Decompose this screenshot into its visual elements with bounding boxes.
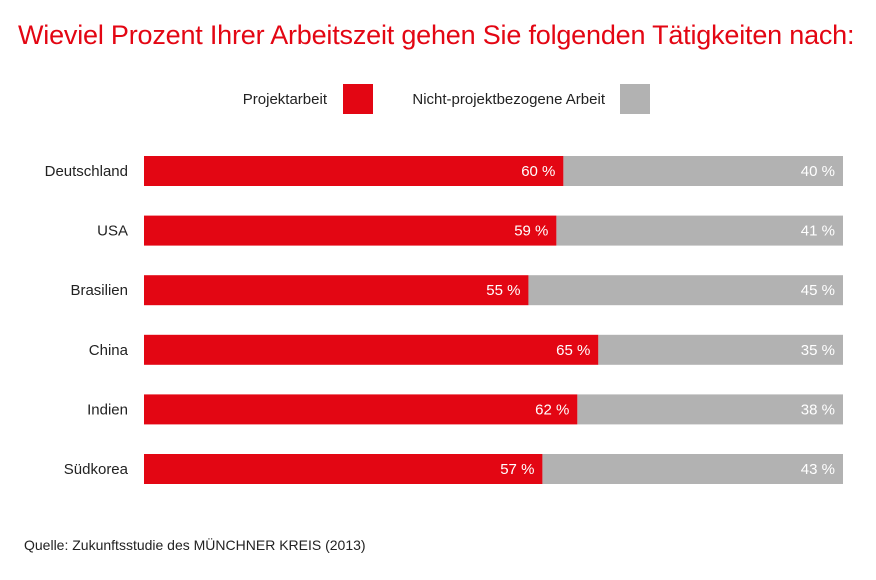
source-note: Quelle: Zukunftsstudie des MÜNCHNER KREI…: [24, 537, 366, 553]
data-label-brasilien-series-1: 55 %: [486, 282, 520, 299]
bar-segment-china-series-2: [598, 334, 843, 365]
data-label-deutschland-series-1: 60 %: [521, 163, 555, 180]
category-label-china: China: [89, 342, 129, 359]
data-label-indien-series-2: 38 %: [801, 401, 835, 418]
data-label-südkorea-series-1: 57 %: [500, 461, 534, 478]
category-label-indien: Indien: [87, 401, 128, 418]
stacked-bar-chart: Deutschland 60 % 40 % USA 59 % 41 % Brasilien 5…: [45, 156, 843, 484]
data-label-indien-series-1: 62 %: [535, 401, 569, 418]
legend-label-nicht-projektbezogene-arbeit: Nicht-projektbezogene Arbeit: [412, 91, 605, 108]
legend-label-projektarbeit: Projektarbeit: [242, 91, 327, 108]
bar-segment-brasilien-series-1: [144, 275, 529, 306]
bar-segment-deutschland-series-2: [563, 156, 843, 186]
category-label-brasilien: Brasilien: [70, 282, 128, 299]
data-label-usa-series-2: 41 %: [801, 223, 835, 240]
data-label-deutschland-series-2: 40 %: [801, 163, 835, 180]
chart-title: Wieviel Prozent Ihrer Arbeitszeit gehen …: [18, 20, 855, 50]
bar-segment-usa-series-2: [556, 215, 843, 246]
data-label-china-series-1: 65 %: [556, 342, 590, 359]
category-label-usa: USA: [97, 223, 128, 240]
bar-segment-china-series-1: [144, 334, 599, 365]
data-label-china-series-2: 35 %: [801, 342, 835, 359]
bar-segment-südkorea-series-1: [144, 454, 543, 484]
chart-legend: Projektarbeit Nicht-projektbezogene Arbe…: [0, 84, 876, 114]
bar-segment-indien-series-1: [144, 394, 578, 425]
bar-segment-deutschland-series-1: [144, 156, 564, 186]
bar-segment-usa-series-1: [144, 215, 557, 246]
bar-segment-brasilien-series-2: [528, 275, 843, 306]
data-label-südkorea-series-2: 43 %: [801, 461, 835, 478]
category-label-südkorea: Südkorea: [64, 461, 129, 478]
data-label-brasilien-series-2: 45 %: [801, 282, 835, 299]
category-label-deutschland: Deutschland: [45, 163, 128, 180]
bar-segment-indien-series-2: [577, 394, 843, 425]
legend-swatch-projektarbeit: [343, 84, 373, 114]
bar-segment-südkorea-series-2: [542, 454, 843, 484]
data-label-usa-series-1: 59 %: [514, 223, 548, 240]
legend-swatch-nicht-projektbezogene-arbeit: [620, 84, 650, 114]
